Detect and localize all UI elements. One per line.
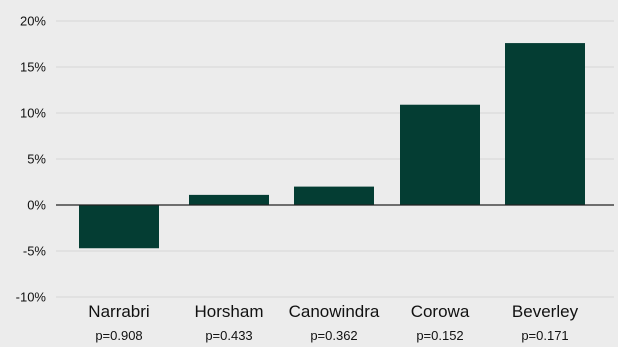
- category-label: Corowa: [411, 302, 470, 321]
- bar: [294, 186, 374, 205]
- y-tick-label: 10%: [20, 106, 46, 121]
- bar: [505, 43, 585, 205]
- bar: [79, 205, 159, 249]
- y-tick-label: 0%: [27, 198, 46, 213]
- y-axis-tick-labels: -10% -5% 0% 5% 10% 15% 20%: [16, 14, 47, 305]
- bars: [79, 43, 585, 249]
- y-tick-label: -10%: [16, 290, 47, 305]
- bar: [189, 194, 269, 205]
- p-value-label: p=0.433: [205, 328, 252, 343]
- category-label: Horsham: [195, 302, 264, 321]
- y-tick-label: 5%: [27, 152, 46, 167]
- p-value-label: p=0.152: [416, 328, 463, 343]
- category-labels: Narrabri Horsham Canowindra Corowa Beverley: [88, 302, 578, 321]
- category-label: Narrabri: [88, 302, 149, 321]
- y-tick-label: 20%: [20, 14, 46, 29]
- gridlines: [56, 20, 614, 298]
- p-value-annotations: p=0.908 p=0.433 p=0.362 p=0.152 p=0.171: [95, 328, 568, 343]
- bar: [400, 104, 480, 205]
- p-value-label: p=0.362: [310, 328, 357, 343]
- y-tick-label: -5%: [23, 244, 47, 259]
- category-label: Canowindra: [289, 302, 380, 321]
- p-value-label: p=0.171: [521, 328, 568, 343]
- y-tick-label: 15%: [20, 60, 46, 75]
- category-label: Beverley: [512, 302, 579, 321]
- p-value-label: p=0.908: [95, 328, 142, 343]
